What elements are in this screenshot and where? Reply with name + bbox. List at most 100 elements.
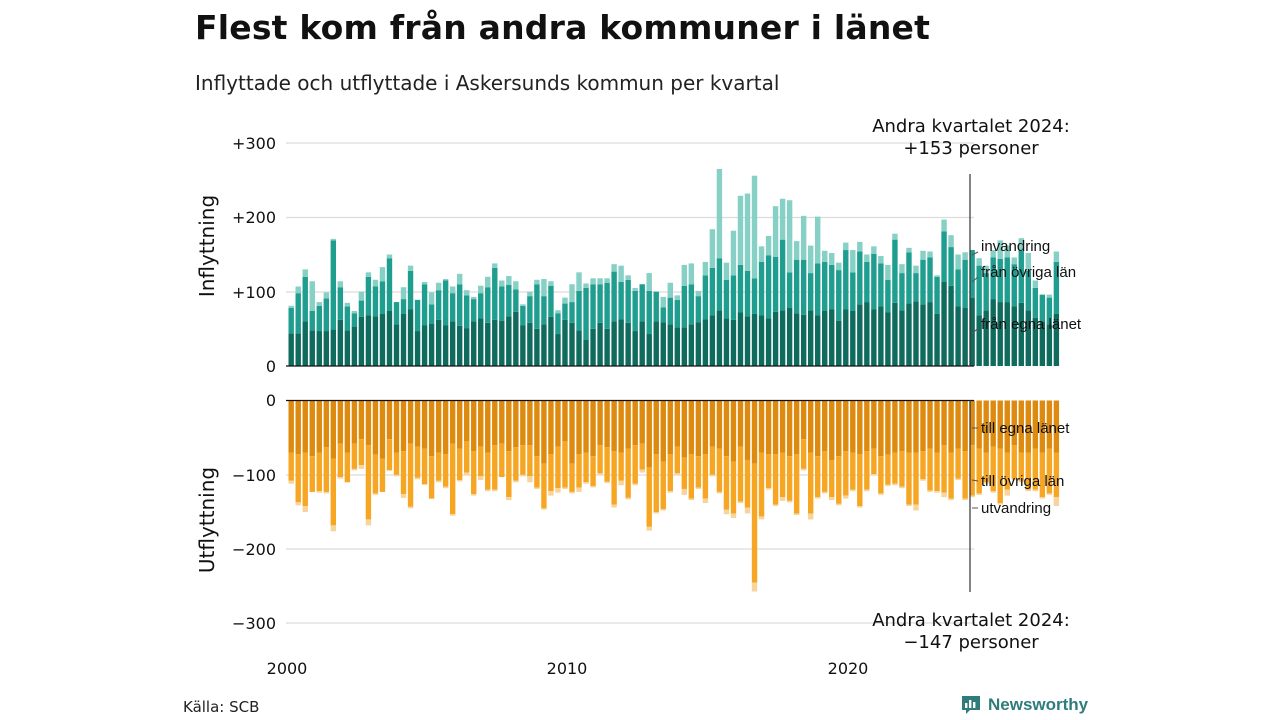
bar-out-egna-91 xyxy=(927,400,933,449)
bar-out-utvandring-9 xyxy=(351,468,358,471)
bar-in-invandring-79 xyxy=(843,242,849,251)
bar-out-egna-55 xyxy=(674,400,680,447)
bar-in-egna-37 xyxy=(548,316,554,366)
bar-out-utvandring-25 xyxy=(464,472,470,476)
bar-in-egna-65 xyxy=(744,316,751,366)
bar-out-ovriga-3 xyxy=(309,456,315,492)
bar-in-ovriga-1 xyxy=(295,293,301,334)
bar-out-utvandring-11 xyxy=(365,519,372,526)
x-tick-2010: 2010 xyxy=(547,659,588,678)
bar-in-invandring-54 xyxy=(667,282,673,298)
bar-in-invandring-37 xyxy=(548,281,554,286)
bar-out-utvandring-82 xyxy=(864,489,870,492)
bar-out-ovriga-96 xyxy=(962,451,968,499)
bar-out-utvandring-78 xyxy=(836,503,842,506)
bar-out-utvandring-50 xyxy=(639,469,645,473)
bar-out-utvandring-73 xyxy=(800,468,807,471)
bar-in-ovriga-77 xyxy=(829,264,835,310)
bar-in-invandring-17 xyxy=(407,265,414,271)
inflow-bars xyxy=(288,169,1060,366)
bar-out-ovriga-30 xyxy=(499,443,505,478)
bar-in-invandring-85 xyxy=(885,264,891,280)
y-axis-label-inflow: Inflyttning xyxy=(195,195,219,297)
bar-in-ovriga-88 xyxy=(906,252,912,304)
label-fran-ovriga-lan: från övriga län xyxy=(981,264,1076,281)
bar-out-ovriga-90 xyxy=(920,451,926,480)
bar-in-ovriga-21 xyxy=(435,290,442,320)
bar-out-egna-77 xyxy=(829,400,835,460)
bar-out-ovriga-44 xyxy=(597,445,603,474)
bar-out-utvandring-36 xyxy=(541,508,547,510)
bar-out-ovriga-105 xyxy=(1025,452,1031,490)
bar-out-ovriga-46 xyxy=(611,451,617,505)
bar-in-invandring-42 xyxy=(583,283,589,288)
bar-out-utvandring-85 xyxy=(885,484,891,486)
y-tick-in-200: +200 xyxy=(232,208,276,227)
bar-in-egna-96 xyxy=(962,308,968,366)
bar-out-ovriga-95 xyxy=(955,448,961,479)
bar-in-ovriga-51 xyxy=(646,290,652,335)
bar-in-egna-41 xyxy=(576,330,582,366)
bar-in-ovriga-29 xyxy=(492,267,498,320)
bar-out-egna-66 xyxy=(751,400,758,464)
bar-in-egna-27 xyxy=(478,318,484,366)
bar-in-egna-92 xyxy=(934,313,940,366)
bar-out-egna-70 xyxy=(779,400,786,453)
bar-in-ovriga-15 xyxy=(393,302,400,325)
bar-out-egna-88 xyxy=(906,400,912,453)
bar-in-invandring-84 xyxy=(878,255,884,264)
bar-out-ovriga-86 xyxy=(892,452,898,484)
bar-out-ovriga-40 xyxy=(569,463,575,492)
bar-out-utvandring-54 xyxy=(667,491,673,493)
bar-out-ovriga-1 xyxy=(295,454,301,503)
series-labels: invandring från övriga län från egna län… xyxy=(971,238,1082,517)
bar-in-invandring-74 xyxy=(807,245,814,274)
y-tick-in-100: +100 xyxy=(232,283,276,302)
bar-in-egna-61 xyxy=(716,310,723,366)
bar-in-ovriga-49 xyxy=(632,290,638,332)
bar-in-ovriga-44 xyxy=(597,284,603,323)
bar-out-ovriga-27 xyxy=(478,446,484,477)
bar-in-invandring-12 xyxy=(372,279,379,287)
bar-in-ovriga-101 xyxy=(997,258,1003,303)
bar-out-egna-4 xyxy=(316,400,322,453)
bar-in-egna-99 xyxy=(983,310,989,366)
bar-in-ovriga-43 xyxy=(590,284,596,329)
bar-in-invandring-16 xyxy=(400,287,407,300)
bar-in-egna-60 xyxy=(709,315,716,366)
bar-out-utvandring-27 xyxy=(478,476,484,481)
bar-out-utvandring-56 xyxy=(681,488,688,495)
bar-out-egna-16 xyxy=(400,400,407,452)
bar-in-ovriga-79 xyxy=(843,250,849,310)
bar-out-egna-99 xyxy=(983,400,989,453)
bar-in-invandring-77 xyxy=(829,253,835,265)
bar-out-utvandring-40 xyxy=(569,491,575,494)
bar-in-ovriga-70 xyxy=(779,239,786,311)
bar-out-egna-109 xyxy=(1053,400,1060,453)
bar-in-ovriga-55 xyxy=(674,299,680,328)
bar-in-invandring-29 xyxy=(492,263,498,268)
bar-out-ovriga-87 xyxy=(899,451,905,487)
bar-in-invandring-14 xyxy=(386,254,393,259)
bar-in-invandring-78 xyxy=(836,262,842,271)
bar-out-utvandring-57 xyxy=(688,498,695,501)
bar-in-ovriga-5 xyxy=(323,298,329,332)
bar-out-ovriga-19 xyxy=(421,448,428,485)
bar-in-invandring-51 xyxy=(646,273,652,291)
bar-in-egna-85 xyxy=(885,312,891,366)
bar-in-egna-101 xyxy=(997,302,1003,366)
bar-in-ovriga-66 xyxy=(751,278,758,314)
bar-in-invandring-59 xyxy=(702,261,709,276)
bar-out-egna-92 xyxy=(934,400,940,453)
bar-in-invandring-71 xyxy=(786,200,793,273)
bar-out-utvandring-16 xyxy=(400,494,407,498)
bar-out-ovriga-61 xyxy=(716,448,723,492)
brand[interactable]: Newsworthy xyxy=(960,694,1088,716)
bar-out-egna-46 xyxy=(611,400,617,452)
bar-out-egna-31 xyxy=(506,400,512,452)
bar-out-egna-32 xyxy=(513,400,519,448)
bar-out-utvandring-41 xyxy=(576,487,582,492)
bar-out-egna-78 xyxy=(836,400,842,457)
bar-in-ovriga-105 xyxy=(1025,270,1031,311)
bar-in-invandring-35 xyxy=(534,279,540,285)
